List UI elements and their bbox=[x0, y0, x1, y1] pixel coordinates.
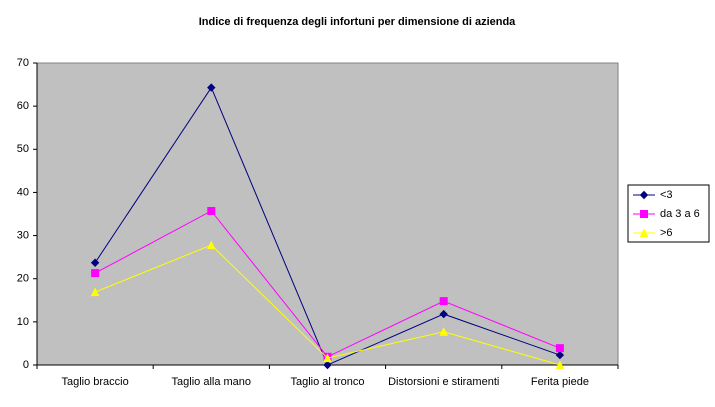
legend-label: da 3 a 6 bbox=[660, 208, 700, 220]
marker bbox=[207, 83, 216, 92]
legend-marker bbox=[639, 190, 649, 200]
y-tick-label: 10 bbox=[17, 316, 29, 328]
y-tick-label: 70 bbox=[17, 57, 29, 69]
marker bbox=[323, 353, 332, 363]
y-tick-label: 40 bbox=[17, 186, 29, 198]
chart-title: Indice di frequenza degli infortuni per … bbox=[199, 16, 516, 28]
marker bbox=[207, 206, 216, 215]
marker bbox=[91, 269, 100, 278]
marker bbox=[439, 309, 448, 319]
legend-label: >6 bbox=[660, 227, 673, 239]
marker bbox=[206, 240, 216, 250]
x-tick-label: Taglio al tronco bbox=[291, 376, 365, 388]
x-tick-label: Taglio braccio bbox=[61, 376, 128, 388]
x-tick-label: Taglio alla mano bbox=[172, 376, 252, 388]
y-tick-label: 60 bbox=[17, 100, 29, 112]
y-tick-label: 50 bbox=[17, 143, 29, 155]
marker bbox=[90, 287, 100, 297]
marker bbox=[439, 327, 449, 336]
legend-label: <3 bbox=[660, 189, 673, 201]
marker bbox=[439, 297, 448, 306]
y-tick-label: 0 bbox=[23, 359, 29, 371]
plot-area bbox=[36, 62, 619, 366]
marker bbox=[555, 350, 565, 360]
marker bbox=[90, 258, 100, 267]
legend-marker bbox=[640, 210, 648, 218]
x-tick-label: Distorsioni e stiramenti bbox=[388, 376, 499, 388]
legend-marker bbox=[639, 228, 649, 237]
y-tick-label: 30 bbox=[17, 229, 29, 241]
x-tick-label: Ferita piede bbox=[531, 376, 589, 388]
y-tick-label: 20 bbox=[17, 273, 29, 285]
marker bbox=[323, 360, 332, 370]
marker bbox=[555, 360, 565, 369]
marker bbox=[555, 344, 564, 353]
